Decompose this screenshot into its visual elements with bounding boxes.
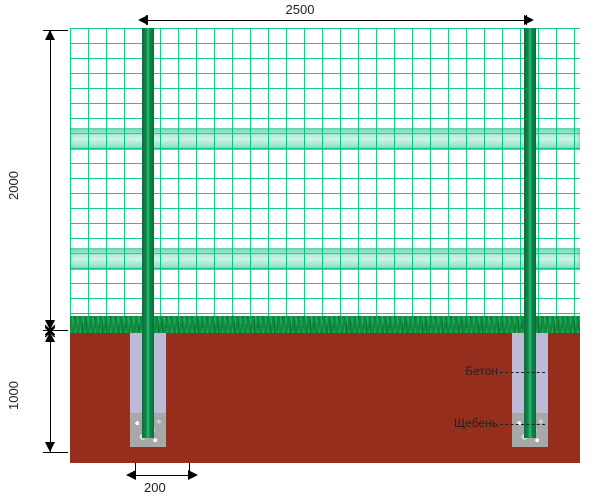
post-assembly [508,28,552,458]
dim-hole-tick [189,461,190,475]
tick-icon [45,327,55,337]
dim-height-label: 2000 [6,171,21,200]
callout-leader [500,372,545,373]
dim-hole-label: 200 [144,480,166,495]
callout-leader [500,424,545,425]
dim-span-line [146,20,526,21]
post-assembly [126,28,170,458]
dim-hole-tick [135,461,136,475]
dim-height-line [50,30,51,330]
dim-depth-line [50,332,51,452]
dim-hole-line [134,475,190,476]
fence-post [524,28,536,438]
callout-concrete: Бетон [465,364,498,378]
dim-depth-label: 1000 [6,381,21,410]
dim-depth-ext [43,452,68,453]
dim-span-label: 2500 [260,2,340,17]
callout-gravel: Щебень [454,416,498,430]
arrow-down-icon [45,442,55,452]
dim-span-tick [146,15,147,25]
dim-span-tick [526,15,527,25]
arrow-up-icon [45,30,55,40]
fence-diagram: Бетон Щебень [70,28,580,458]
fence-post [142,28,154,438]
